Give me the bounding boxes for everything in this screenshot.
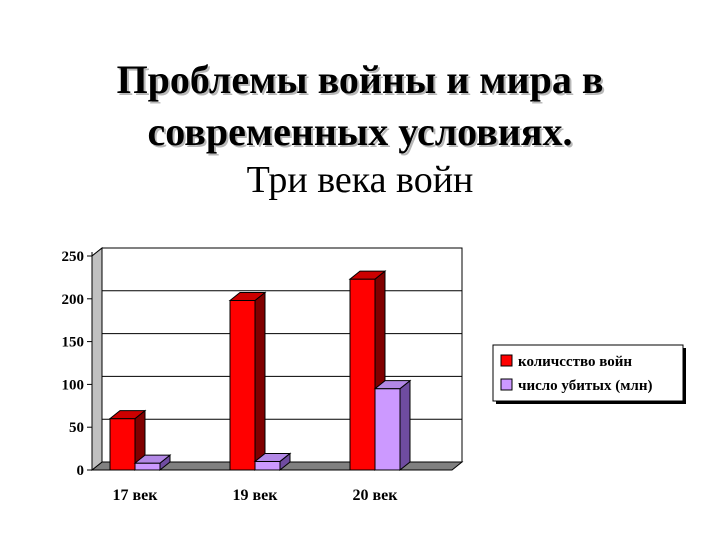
legend-label: число убитых (млн) — [518, 378, 652, 394]
bar-front — [229, 300, 256, 471]
legend-label: количсство войн — [518, 354, 632, 370]
bar-front — [349, 278, 376, 471]
bar-front — [134, 462, 161, 471]
y-tick-label: 250 — [62, 249, 85, 265]
y-tick-label: 200 — [62, 292, 85, 308]
legend-swatch — [500, 378, 513, 391]
bar-top — [253, 452, 292, 462]
slide-title: Проблемы войны и мира в современных усло… — [0, 54, 720, 158]
y-tick-label: 0 — [77, 463, 85, 479]
bar-top — [373, 380, 412, 390]
chart-left-wall — [91, 246, 103, 472]
bar-front — [374, 388, 401, 471]
bar-top — [108, 410, 147, 420]
bar — [373, 379, 412, 472]
bar-front — [109, 418, 136, 471]
bar — [133, 454, 172, 472]
title-line-1: Проблемы войны и мира в — [116, 57, 604, 102]
x-category-label: 20 век — [353, 487, 399, 504]
bar-side — [254, 291, 266, 472]
x-category-label: 17 век — [113, 487, 159, 504]
slide-subtitle: Три века войн — [246, 159, 474, 201]
bar-top — [348, 270, 387, 280]
bar-front — [254, 460, 281, 471]
bar — [108, 409, 147, 472]
y-tick-label: 50 — [69, 420, 84, 436]
bar-top — [133, 454, 172, 464]
y-tick-label: 100 — [62, 377, 85, 393]
legend-swatch — [500, 354, 513, 367]
x-category-label: 19 век — [233, 487, 279, 504]
bar-top — [228, 292, 267, 302]
bar — [228, 291, 267, 472]
bar-side — [399, 379, 411, 472]
legend-box — [492, 344, 684, 402]
y-tick-label: 150 — [62, 335, 85, 351]
bar — [253, 452, 292, 472]
title-line-2: современных условиях. — [147, 109, 573, 154]
